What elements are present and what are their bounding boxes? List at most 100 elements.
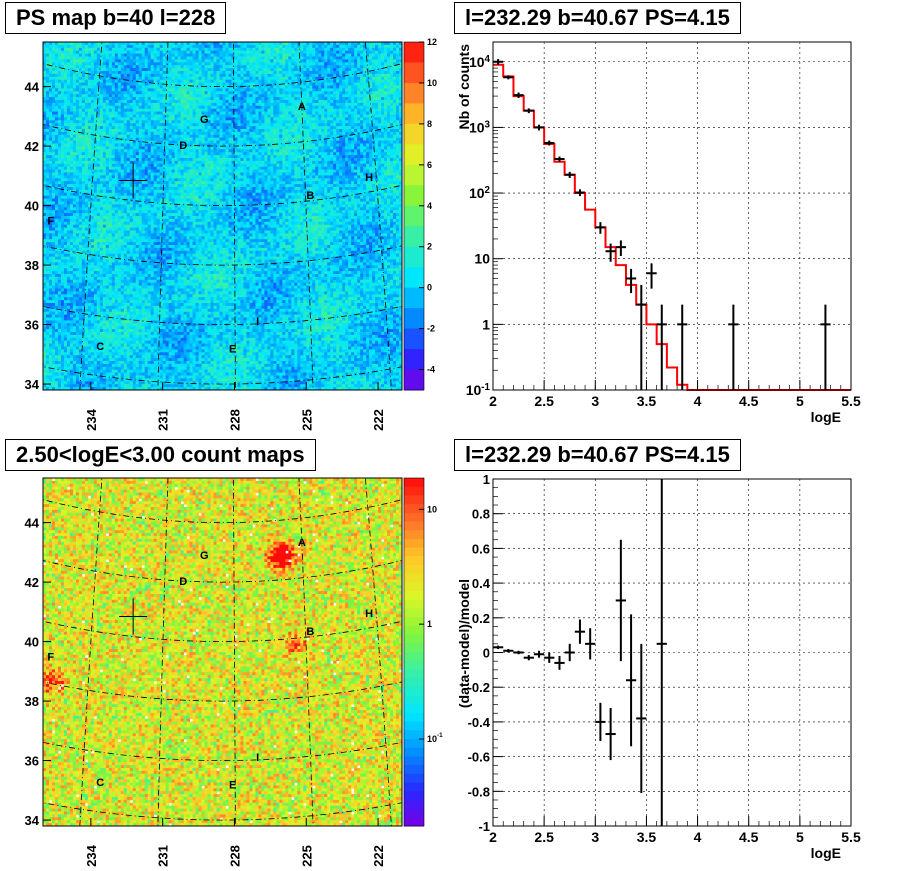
source-label-F: F	[47, 651, 54, 663]
y-tick-label: 1	[483, 472, 490, 487]
y-tick-label: 0.2	[472, 611, 490, 626]
source-label-G: G	[200, 550, 209, 562]
map-grid-line-b	[43, 620, 402, 642]
colorbar-tick-label: 4	[427, 201, 432, 211]
data-point	[554, 156, 565, 162]
count-map-title: 2.50<logE<3.00 count maps	[5, 439, 316, 471]
y-tick-label: -0.2	[468, 680, 490, 695]
x-tick-label: 5	[796, 393, 804, 409]
count-map-chart: 234 231 228 225 222 34 36 38 40 42 44 A B C D E F G H I 10 1 1…	[25, 477, 443, 867]
map-grid	[43, 478, 402, 826]
map-frame	[42, 477, 403, 827]
x-tick-label: 4	[694, 393, 702, 409]
colorbar-tick-label: 10	[427, 504, 437, 514]
colorbar-step	[404, 565, 424, 575]
x-tick-label: 222	[371, 845, 386, 867]
colorbar-step	[404, 103, 424, 125]
y-tick-label: -1	[478, 819, 490, 834]
x-tick-label: 228	[227, 845, 242, 867]
colorbar-tick-label: -2	[427, 324, 435, 334]
map-grid-line-b	[43, 124, 402, 147]
colorbar-tick-label: -4	[427, 365, 435, 375]
data-point	[503, 75, 514, 80]
y-tick-label: 104	[469, 54, 491, 70]
colorbar-tick-label: 12	[427, 37, 437, 47]
residual-point	[533, 650, 545, 658]
y-axis-label: (data-model)/model	[456, 579, 472, 708]
colorbar-step	[404, 349, 424, 371]
plot-frame	[492, 41, 852, 391]
data-point	[513, 92, 524, 99]
source-label-C: C	[96, 777, 104, 789]
data-point	[636, 284, 647, 390]
colorbar-tick-label: 1	[427, 619, 432, 629]
y-tick-label: 40	[25, 199, 39, 214]
residual-panel: 2 2.5 3 3.5 4 4.5 5 5.5 -1 -0.8 -0.6 -0.4 -0.2 0 0.2 0.…	[449, 436, 898, 871]
residual-point	[523, 655, 534, 661]
residual-title: l=232.29 b=40.67 PS=4.15	[454, 439, 741, 471]
x-tick-label: 231	[156, 845, 171, 867]
map-grid-line-l	[79, 478, 103, 826]
colorbar-step	[404, 205, 424, 227]
colorbar-tick-label: 2	[427, 242, 432, 252]
colorbar-step	[404, 478, 424, 488]
x-tick-label: 3	[591, 393, 599, 409]
map-grid-line-l	[233, 42, 236, 390]
data-point	[615, 240, 626, 256]
colorbar-step	[404, 582, 424, 592]
colorbar-step	[404, 678, 424, 688]
x-tick-label: 222	[371, 409, 386, 431]
x-tick-label: 3.5	[637, 393, 657, 409]
y-tick-label: 42	[25, 139, 39, 154]
data-point	[677, 304, 688, 390]
residual-point	[574, 619, 586, 644]
residual-point	[605, 708, 616, 761]
spectrum-chart: 2 2.5 3 3.5 4 4.5 5 5.5 10-1 1 10 102 103 104 logE Nb o…	[456, 41, 861, 425]
colorbar-step	[404, 773, 424, 783]
y-tick-label: 38	[25, 694, 39, 709]
x-tick-label: 2	[489, 393, 497, 409]
y-tick-label: 44	[25, 516, 40, 531]
colorbar	[404, 478, 424, 827]
x-tick-label: 231	[156, 409, 171, 431]
colorbar-step	[404, 765, 424, 775]
colorbar-step	[404, 369, 424, 391]
colorbar-step	[404, 782, 424, 792]
residual-point	[513, 650, 524, 655]
y-tick-label: 44	[25, 80, 40, 95]
x-tick-label: 2	[489, 829, 497, 845]
y-tick-label: 34	[25, 377, 40, 392]
residual-point	[656, 479, 667, 826]
colorbar-step	[404, 617, 424, 627]
map-grid-line-b	[43, 366, 402, 385]
y-tick-label: 0.4	[472, 576, 491, 591]
colorbar-step	[404, 704, 424, 714]
count-map-panel: 234 231 228 225 222 34 36 38 40 42 44 A B C D E F G H I 10 1 1…	[0, 436, 449, 871]
data-point	[564, 171, 575, 178]
map-grid-line-l	[233, 478, 236, 826]
residual-point	[544, 652, 555, 663]
source-label-A: A	[298, 537, 306, 549]
y-tick-label: 10-1	[466, 382, 491, 398]
colorbar-step	[404, 328, 424, 350]
map-grid-line-b	[43, 802, 402, 821]
colorbar-frame	[403, 477, 425, 827]
y-tick-label: 40	[25, 635, 39, 650]
colorbar-step	[404, 123, 424, 145]
x-tick-label: 4.5	[739, 829, 759, 845]
data-point	[595, 222, 606, 234]
y-tick-label: 102	[469, 185, 491, 201]
map-grid-line-b	[43, 560, 402, 583]
colorbar-step	[404, 730, 424, 740]
plot-frame	[492, 478, 852, 827]
colorbar-step	[404, 164, 424, 186]
colorbar-step	[404, 652, 424, 662]
colorbar-step	[404, 634, 424, 644]
x-axis-label: logE	[811, 845, 841, 861]
data-point	[523, 108, 534, 114]
data-point	[728, 304, 739, 390]
colorbar-step	[404, 799, 424, 810]
colorbar-step	[404, 608, 424, 618]
data-point	[574, 189, 586, 197]
residual-point	[554, 655, 565, 670]
